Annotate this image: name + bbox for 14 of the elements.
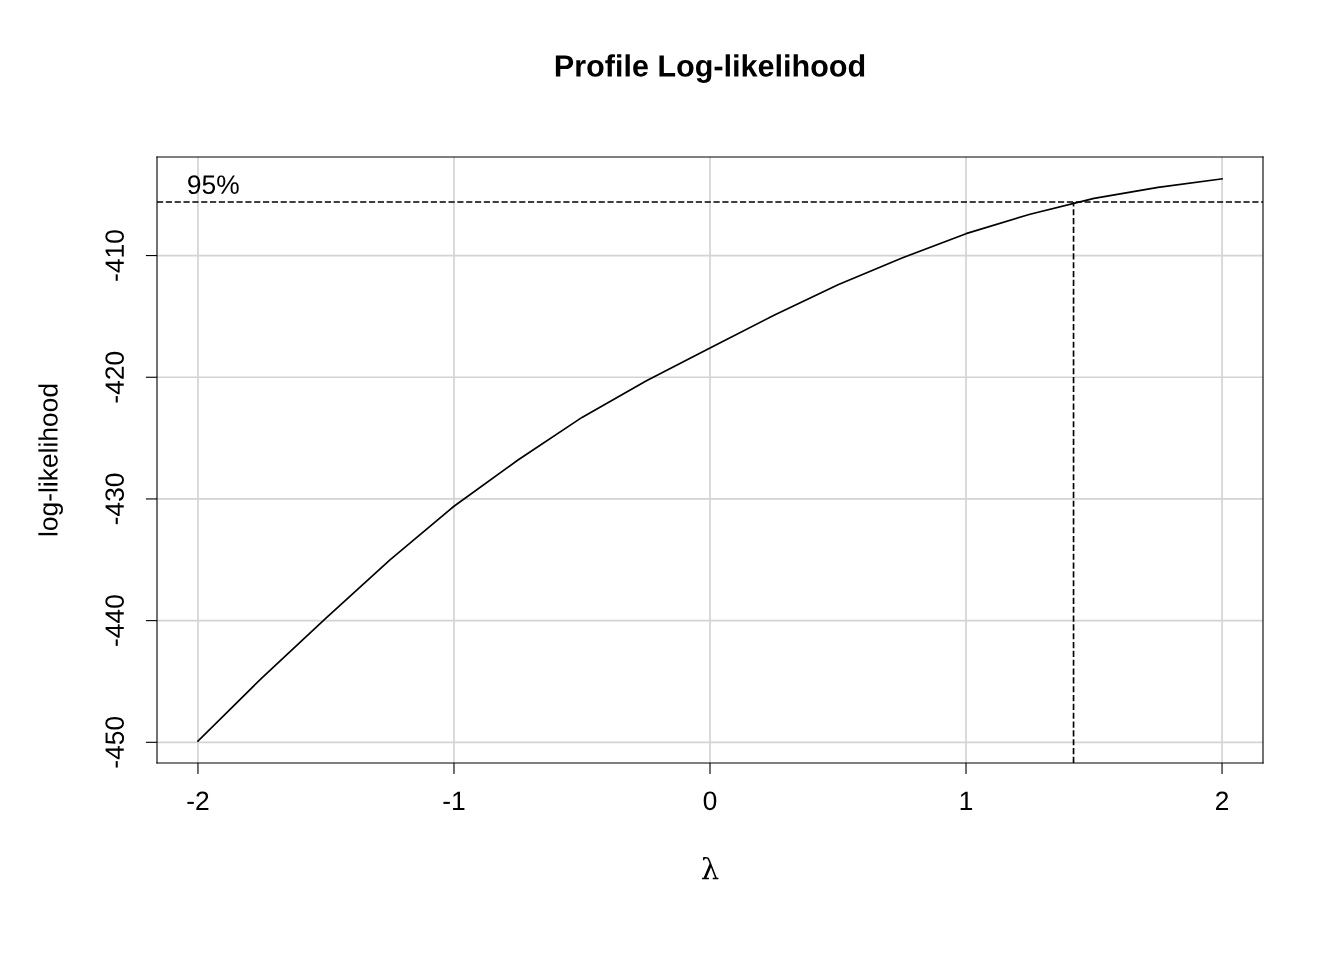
- y-tick-label: -410: [105, 230, 125, 281]
- y-tick-label: -450: [105, 716, 125, 768]
- chart-title: Profile Log-likelihood: [555, 54, 865, 83]
- x-tick-label: 0: [703, 791, 717, 811]
- y-tick-label: -420: [105, 351, 125, 403]
- annotation: 95%: [188, 175, 239, 195]
- x-tick-label: 2: [1216, 791, 1229, 810]
- y-tick-label: -430: [105, 473, 125, 525]
- x-tick-label: 1: [960, 791, 973, 810]
- x-tick-label: -1: [443, 791, 465, 810]
- y-axis-title: log-likelihood: [38, 384, 63, 536]
- x-tick-label: -2: [187, 791, 209, 810]
- y-tick-label: -440: [105, 595, 125, 646]
- x-axis-title: λ: [701, 856, 719, 880]
